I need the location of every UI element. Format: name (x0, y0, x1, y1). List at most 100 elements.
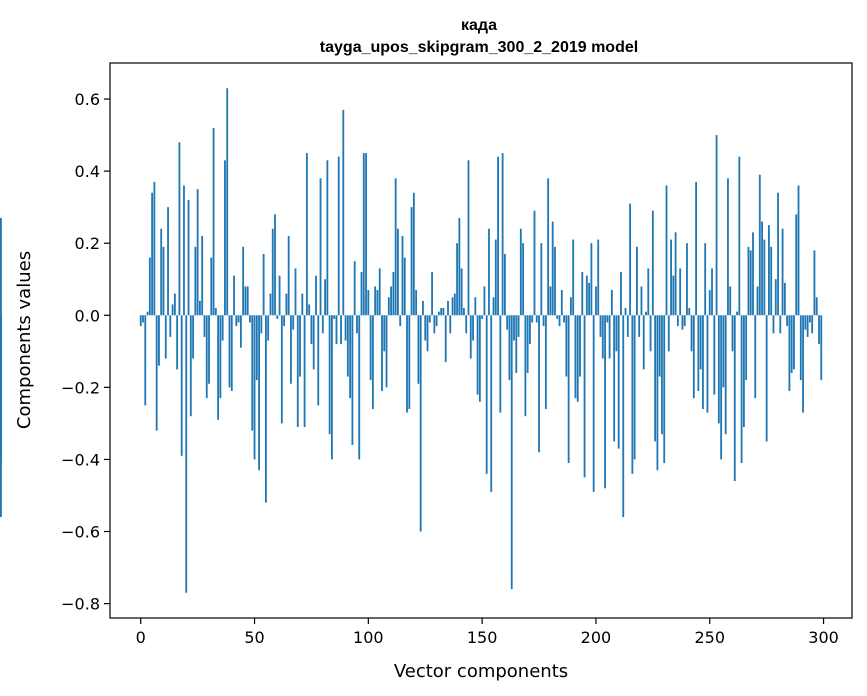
bar-88 (340, 315, 342, 345)
bar-24 (194, 246, 197, 316)
chart-title: када (461, 17, 497, 34)
bar-160 (503, 254, 506, 316)
bar-183 (556, 315, 559, 319)
bar-239 (683, 315, 686, 327)
bar-39 (228, 315, 231, 388)
x-axis-ticks: 0 50 100 150 200 250 300 (136, 618, 839, 647)
x-axis-label: Vector components (394, 661, 568, 682)
bar-249 (706, 315, 709, 413)
bar-161 (506, 315, 509, 330)
bar-228 (658, 315, 661, 377)
bar-212 (622, 315, 625, 518)
bar-200 (595, 286, 597, 316)
bar-297 (815, 297, 818, 316)
bar-199 (592, 315, 595, 492)
bar-191 (574, 315, 577, 399)
bar-101 (369, 315, 372, 381)
x-tick-label: 150 (467, 628, 498, 647)
bar-254 (717, 315, 720, 424)
x-tick-label: 50 (244, 628, 264, 647)
bar-72 (303, 315, 306, 427)
bar-47 (246, 286, 249, 316)
bar-67 (292, 315, 295, 330)
bar-248 (704, 243, 707, 316)
bar-107 (383, 315, 386, 352)
bar-231 (665, 185, 668, 316)
bar-42 (235, 315, 238, 327)
y-axis-ticks: −0.8 −0.6 −0.4 −0.2 0.0 0.2 0.4 0.6 (61, 90, 110, 614)
bar-189 (569, 297, 572, 316)
bar-136 (449, 315, 452, 334)
bar-112 (394, 178, 397, 316)
bar-65 (287, 235, 290, 316)
y-axis-label: Components values (14, 251, 35, 429)
bar-44 (239, 315, 242, 348)
bar-280 (777, 192, 779, 316)
bar-245 (697, 315, 700, 391)
bar-31 (210, 257, 213, 316)
bar-118 (408, 315, 411, 409)
bar-64 (285, 293, 288, 316)
x-tick-label: 300 (808, 628, 839, 647)
bar-83 (328, 315, 331, 435)
bar-213 (624, 308, 627, 316)
y-tick-label: −0.2 (61, 378, 100, 397)
bar-26 (198, 300, 201, 316)
y-tick-label: −0.4 (61, 450, 100, 469)
bar-56 (267, 315, 270, 341)
bar-134 (444, 315, 447, 363)
bar-151 (483, 286, 486, 316)
bar-236 (676, 315, 679, 327)
bar-130 (435, 315, 438, 327)
bar-190 (572, 239, 575, 316)
bar-103 (374, 286, 377, 316)
bar-146 (472, 315, 474, 341)
bar-91 (346, 315, 349, 377)
bar-30 (208, 315, 210, 384)
bar-275 (765, 315, 768, 442)
bar-77 (315, 275, 317, 316)
bar-276 (768, 225, 770, 316)
bar-40 (230, 315, 233, 391)
bar-283 (783, 282, 786, 316)
bar-122 (417, 315, 420, 384)
bar-105 (378, 268, 381, 316)
bar-148 (476, 315, 479, 395)
bar-278 (772, 315, 775, 334)
bar-92 (349, 315, 352, 399)
bar-87 (337, 156, 340, 316)
bar-23 (192, 315, 194, 359)
bar-19 (183, 185, 185, 316)
bar-255 (720, 315, 723, 460)
bar-82 (326, 160, 329, 316)
bar-265 (742, 315, 745, 427)
bar-104 (376, 290, 379, 316)
bar-153 (488, 228, 490, 316)
bar-220 (640, 286, 643, 316)
bar-207 (610, 290, 613, 316)
bar-123 (419, 315, 422, 532)
bar-230 (663, 315, 666, 464)
bar-22 (189, 315, 192, 417)
bar-238 (681, 315, 684, 330)
bar-184 (558, 315, 561, 327)
bar-165 (515, 315, 518, 373)
bar-168 (522, 243, 525, 316)
bar-60 (276, 315, 279, 319)
bar-121 (415, 290, 418, 316)
bar-32 (212, 127, 215, 316)
bar-259 (729, 286, 732, 316)
bar-99 (365, 153, 367, 316)
bar-8 (158, 315, 160, 366)
bar-287 (793, 315, 795, 370)
bar-127 (428, 315, 431, 323)
bar-143 (465, 315, 468, 334)
bar-69 (296, 315, 299, 427)
bar-76 (312, 315, 315, 370)
bar-50 (253, 315, 256, 460)
bar-6 (153, 181, 156, 316)
bar-110 (390, 286, 392, 316)
bar-214 (626, 315, 629, 337)
bar-291 (802, 315, 804, 413)
bar-10 (162, 246, 165, 316)
